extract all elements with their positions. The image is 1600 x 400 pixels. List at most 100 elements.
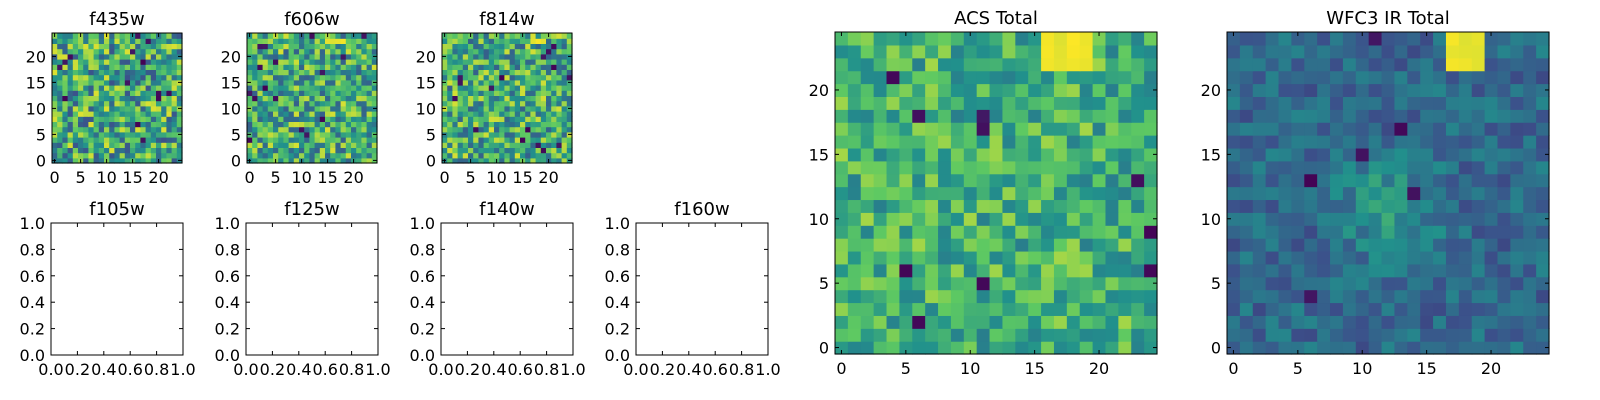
heatmap-cell [319, 59, 326, 65]
heatmap-cell [52, 121, 58, 128]
heatmap-cell [140, 38, 147, 44]
heatmap-cell [1002, 302, 1016, 316]
heatmap-cell [925, 57, 939, 72]
heatmap-cell [976, 186, 991, 201]
heatmap-cell [835, 160, 849, 175]
heatmap-cell [114, 79, 121, 86]
heatmap-cell [345, 111, 352, 117]
heatmap-cell [1407, 83, 1421, 97]
heatmap-cell [361, 79, 368, 86]
heatmap-cell [309, 74, 316, 81]
heatmap-cell [1278, 70, 1292, 85]
heatmap-cell [335, 85, 342, 91]
heatmap-cell [1330, 276, 1344, 291]
heatmap-cell [309, 48, 316, 55]
heatmap-cell [356, 147, 362, 154]
heatmap-cell [156, 90, 162, 96]
heatmap-cell [340, 90, 347, 96]
heatmap-cell [925, 328, 939, 342]
heatmap-cell [371, 121, 378, 128]
heatmap-cell [514, 142, 521, 148]
heatmap-cell [166, 79, 173, 86]
heatmap-cell [1066, 173, 1081, 188]
heatmap-cell [561, 43, 568, 50]
heatmap-cell [494, 152, 500, 159]
heatmap-cell [1118, 122, 1132, 136]
heatmap-cell [351, 111, 357, 117]
heatmap-cell [252, 111, 258, 117]
heatmap-cell [309, 111, 316, 117]
heatmap-cell [299, 116, 305, 122]
heatmap-cell [566, 142, 573, 148]
heatmap-cell [67, 105, 74, 112]
heatmap-cell [1445, 147, 1460, 162]
heatmap-cell [72, 142, 79, 148]
heatmap-cell [1015, 341, 1029, 355]
heatmap-cell [540, 79, 547, 86]
heatmap-cell [1471, 302, 1486, 316]
heatmap-cell [963, 186, 978, 201]
heatmap-cell [83, 152, 89, 159]
heatmap-cell [457, 69, 464, 76]
heatmap-cell [886, 302, 900, 316]
heatmap-cell [304, 137, 310, 143]
heatmap-cell [109, 33, 115, 39]
heatmap-cell [1523, 147, 1537, 162]
heatmap-cell [989, 263, 1004, 278]
heatmap-cell [1304, 276, 1318, 291]
heatmap-cell [171, 90, 178, 96]
heatmap-cell [1433, 341, 1447, 355]
heatmap-cell [247, 48, 253, 55]
heatmap-cell [963, 83, 978, 97]
heatmap-cell [262, 116, 269, 122]
heatmap-cell [1041, 238, 1055, 252]
heatmap-cell [140, 59, 147, 65]
heatmap-cell [1252, 276, 1267, 291]
heatmap-cell [976, 250, 991, 265]
heatmap-cell [356, 59, 362, 65]
heatmap-cell [114, 116, 121, 122]
heatmap-cell [1105, 70, 1119, 85]
heatmap-cell [989, 186, 1004, 201]
heatmap-cell [161, 105, 167, 112]
heatmap-cell [262, 142, 269, 148]
heatmap-cell [345, 64, 352, 70]
heatmap-cell [1342, 186, 1357, 201]
heatmap-cell [473, 157, 479, 164]
heatmap-cell [1458, 70, 1473, 85]
heatmap-cell [150, 137, 157, 143]
heatmap-cell [124, 100, 131, 107]
heatmap-cell [1053, 186, 1068, 201]
heatmap-cell [1484, 160, 1499, 175]
heatmap-cell [67, 121, 74, 128]
heatmap-cell [561, 79, 568, 86]
heatmap-cell [1342, 122, 1357, 136]
heatmap-cell [1330, 109, 1344, 123]
heatmap-cell [278, 64, 284, 70]
heatmap-cell [1471, 315, 1486, 329]
heatmap-cell [483, 111, 490, 117]
heatmap-cell [351, 137, 357, 143]
heatmap-cell [886, 199, 900, 213]
x-tick-label: 15 [512, 168, 532, 187]
heatmap-cell [1227, 186, 1241, 201]
heatmap-cell [262, 79, 269, 86]
heatmap-cell [976, 328, 991, 342]
heatmap-cell [925, 238, 939, 252]
heatmap-cell [473, 126, 479, 133]
heatmap-cell [98, 74, 105, 81]
heatmap-cell [83, 53, 89, 60]
heatmap-cell [835, 263, 849, 278]
heatmap-cell [520, 121, 526, 128]
heatmap-cell [288, 105, 295, 112]
heatmap-cell [166, 121, 173, 128]
heatmap-cell [166, 137, 173, 143]
heatmap-cell [1092, 147, 1107, 162]
heatmap-cell [1368, 289, 1383, 304]
heatmap-cell [963, 122, 978, 136]
heatmap-cell [1252, 250, 1267, 265]
heatmap-cell [309, 121, 316, 128]
heatmap-cell [1433, 147, 1447, 162]
heatmap-cell [314, 43, 321, 50]
